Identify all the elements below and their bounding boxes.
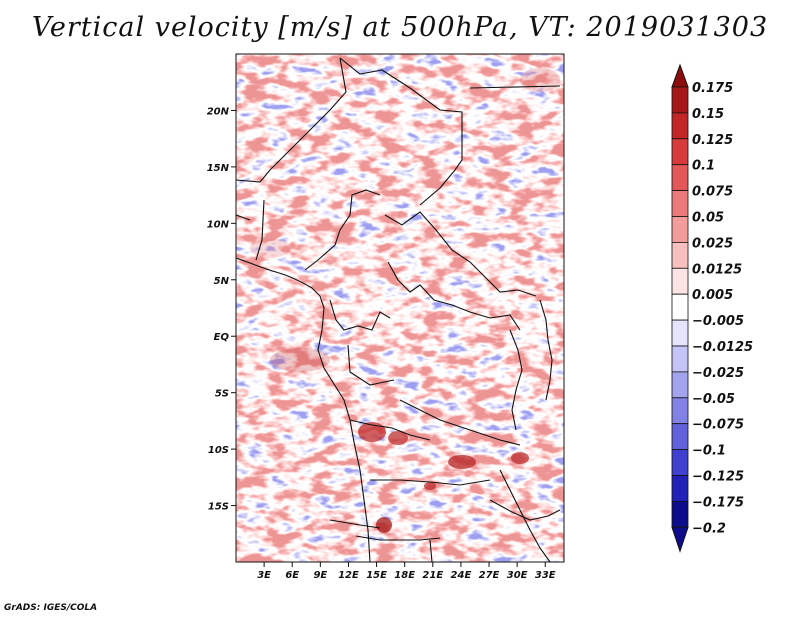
- colorbar-label: 0.125: [692, 133, 733, 148]
- colorbar-label: 0.025: [692, 236, 733, 251]
- colorbar-band: [671, 475, 689, 502]
- colorbar-band: [671, 216, 689, 243]
- colorbar-band: [671, 86, 689, 114]
- map-frame: [235, 53, 565, 563]
- lon-tick-label: 27E: [479, 570, 500, 581]
- colorbar-band: [671, 138, 689, 166]
- colorbar-band: [671, 500, 689, 528]
- colorbar-label: 0.005: [692, 288, 733, 303]
- colorbar-label: 0.0125: [692, 262, 742, 277]
- colorbar: 0.175 0.15 0.125 0.1 0.075 0.05 0.025 0.0125 0.0…: [671, 63, 753, 553]
- lat-tick-label: 15N: [207, 163, 230, 174]
- colorbar-label: −0.05: [692, 392, 735, 407]
- latitude-axis: 20N 15N 10N 5N EQ 5S 10S 15S: [207, 106, 236, 513]
- lon-tick-label: 33E: [535, 570, 556, 581]
- colorbar-label: −0.2: [692, 521, 726, 536]
- lat-tick-label: 5S: [215, 389, 229, 400]
- colorbar-label: 0.175: [692, 81, 733, 96]
- country-borders: [236, 57, 561, 562]
- colorbar-label: −0.175: [692, 495, 744, 510]
- colorbar-lower-arrow: [671, 526, 689, 553]
- colorbar-label: −0.005: [692, 314, 744, 329]
- colorbar-label: 0.05: [692, 211, 724, 226]
- lon-tick-label: 6E: [285, 570, 299, 581]
- colorbar-label: −0.1: [692, 444, 726, 459]
- lon-tick-label: 9E: [313, 570, 327, 581]
- colorbar-band: [671, 319, 689, 347]
- lat-tick-label: 10S: [208, 445, 229, 456]
- strong-updraft-patches: [250, 68, 560, 533]
- colorbar-band: [671, 241, 689, 269]
- lat-tick-label: 10N: [207, 219, 230, 230]
- lon-tick-label: 18E: [394, 570, 415, 581]
- colorbar-label: −0.075: [692, 418, 744, 433]
- lon-tick-label: 3E: [257, 570, 271, 581]
- colorbar-label: 0.075: [692, 185, 733, 200]
- lon-tick-label: 21E: [422, 570, 443, 581]
- colorbar-band: [671, 423, 689, 451]
- colorbar-band: [671, 190, 689, 217]
- vertical-velocity-field: [236, 54, 564, 562]
- lat-tick-label: 5N: [214, 276, 230, 287]
- lon-tick-label: 30E: [507, 570, 528, 581]
- lat-tick-label: 20N: [207, 106, 230, 117]
- lon-tick-label: 15E: [366, 570, 387, 581]
- colorbar-band: [671, 449, 689, 476]
- longitude-axis: 3E 6E 9E 12E 15E 18E 21E 24E 27E 30E 33E: [257, 562, 556, 581]
- colorbar-band: [671, 293, 689, 321]
- colorbar-band: [671, 112, 689, 140]
- lat-tick-label: 15S: [208, 502, 229, 513]
- lon-tick-label: 24E: [451, 570, 472, 581]
- colorbar-label: 0.15: [692, 107, 724, 122]
- colorbar-label: −0.0125: [692, 340, 753, 355]
- map-plot-area: [235, 53, 565, 563]
- colorbar-label: −0.025: [692, 366, 744, 381]
- colorbar-band: [671, 397, 689, 425]
- colorbar-band: [671, 345, 689, 373]
- colorbar-label: −0.125: [692, 470, 744, 485]
- grads-credit: GrADS: IGES/COLA: [4, 603, 98, 613]
- colorbar-band: [671, 267, 689, 295]
- colorbar-upper-arrow: [671, 63, 689, 88]
- lon-tick-label: 12E: [338, 570, 359, 581]
- colorbar-label: 0.1: [692, 159, 715, 174]
- lat-tick-label: EQ: [214, 332, 230, 343]
- colorbar-band: [671, 371, 689, 399]
- colorbar-band: [671, 164, 689, 191]
- chart-title: Vertical velocity [m/s] at 500hPa, VT: 2…: [31, 12, 769, 43]
